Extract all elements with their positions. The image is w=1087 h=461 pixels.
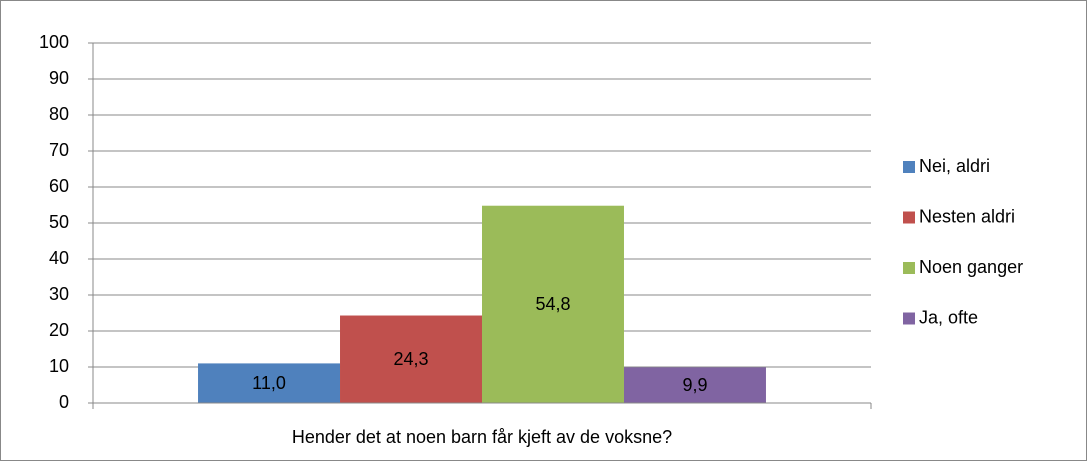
bar [340, 315, 482, 403]
x-tick-label: Hender det at noen barn får kjeft av de … [292, 427, 672, 447]
data-label: 9,9 [682, 375, 707, 395]
data-label: 54,8 [535, 294, 570, 314]
y-tick-label: 100 [39, 32, 69, 52]
y-tick-label: 0 [59, 392, 69, 412]
legend-label: Nei, aldri [919, 156, 990, 176]
y-tick-label: 20 [49, 320, 69, 340]
bar [198, 363, 341, 403]
bar [623, 367, 766, 403]
legend-label: Noen ganger [919, 257, 1023, 277]
y-tick-label: 30 [49, 284, 69, 304]
legend-swatch [903, 211, 915, 224]
y-tick-label: 60 [49, 176, 69, 196]
y-tick-label: 50 [49, 212, 69, 232]
legend-label: Ja, ofte [919, 307, 978, 327]
legend-swatch [903, 262, 915, 274]
y-tick-label: 90 [49, 68, 69, 88]
data-label: 11,0 [252, 373, 286, 393]
legend-swatch [903, 312, 915, 325]
y-tick-label: 70 [49, 140, 69, 160]
bar [482, 205, 624, 403]
legend-label: Nesten aldri [919, 206, 1015, 226]
y-tick-label: 40 [49, 248, 69, 268]
y-tick-label: 80 [49, 104, 69, 124]
y-tick-label: 10 [49, 356, 69, 376]
data-label: 24,3 [393, 349, 428, 369]
legend-swatch [903, 161, 915, 173]
